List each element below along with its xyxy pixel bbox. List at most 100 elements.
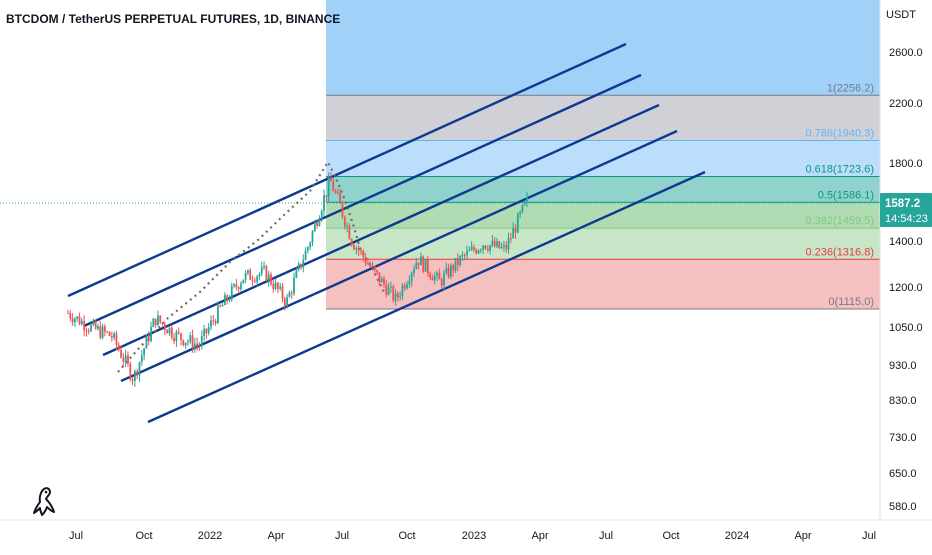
parallel-channel[interactable] <box>67 42 706 424</box>
candle-body <box>426 259 429 274</box>
candle-body <box>207 327 210 334</box>
candle-body <box>406 284 408 289</box>
candle-body <box>346 225 348 227</box>
candle-body <box>191 335 194 349</box>
channel-line[interactable] <box>120 129 678 383</box>
candle-body <box>396 293 399 298</box>
candle-body <box>267 274 270 281</box>
x-tick-label: Oct <box>398 530 415 542</box>
candle-body <box>90 324 92 332</box>
candle-body <box>475 250 478 254</box>
y-tick-label: 830.0 <box>889 395 917 407</box>
candle-body <box>117 344 120 350</box>
candle-body <box>163 324 166 331</box>
x-tick-label: 2022 <box>198 530 222 542</box>
candle-body <box>161 322 164 325</box>
candle-body <box>106 331 109 333</box>
candle-body <box>157 315 159 326</box>
candle-body <box>350 239 353 246</box>
candle-body <box>122 357 125 362</box>
candle-body <box>263 266 265 268</box>
candle-body <box>166 330 169 334</box>
candle-body <box>445 267 448 274</box>
candle-body <box>486 248 489 251</box>
x-tick-label: Apr <box>267 530 284 542</box>
candle-body <box>431 277 434 281</box>
tradingview-logo[interactable] <box>33 487 55 516</box>
candle-body <box>237 287 240 290</box>
channel-line[interactable] <box>102 103 660 357</box>
candle-body <box>175 331 178 342</box>
candle-body <box>383 278 385 285</box>
candle-body <box>378 272 381 283</box>
candle-body <box>371 265 374 267</box>
candle-body <box>71 318 74 323</box>
candle-body <box>249 270 252 280</box>
candle-body <box>173 337 176 342</box>
fib-level-label: 0.5(1586.1) <box>818 189 874 201</box>
candle-body <box>509 238 512 240</box>
candle-body <box>456 258 459 266</box>
candle-body <box>387 287 390 295</box>
candle-body <box>154 318 157 326</box>
channel-line[interactable] <box>83 73 642 328</box>
candle-body <box>159 315 162 323</box>
candle-body <box>251 279 254 281</box>
candle-body <box>336 192 339 194</box>
candle-body <box>120 349 122 358</box>
candle-body <box>184 342 187 346</box>
candle-body <box>507 238 510 250</box>
candle-body <box>309 242 312 248</box>
candle-body <box>152 318 155 327</box>
candle-body <box>366 263 369 265</box>
candle-body <box>290 292 293 294</box>
candle-body <box>143 348 146 356</box>
candle-body <box>482 245 485 250</box>
candle-body <box>438 272 441 280</box>
candle-body <box>514 228 517 233</box>
candle-body <box>461 254 464 257</box>
x-tick-label: Jul <box>335 530 349 542</box>
candle-body <box>373 265 376 270</box>
candle-body <box>479 249 482 251</box>
candle-body <box>131 379 134 381</box>
candle-body <box>316 222 319 226</box>
candle-body <box>401 285 404 297</box>
candle-body <box>399 296 402 298</box>
candle-body <box>473 246 475 251</box>
candle-body <box>94 321 97 329</box>
candle-body <box>332 181 335 192</box>
candle-body <box>295 270 298 278</box>
channel-line[interactable] <box>147 170 706 424</box>
y-tick-label: 2200.0 <box>889 98 923 110</box>
candle-body <box>145 335 148 349</box>
candle-body <box>297 263 300 271</box>
candle-body <box>76 316 79 319</box>
candle-body <box>247 270 249 274</box>
candle-body <box>108 331 111 336</box>
y-tick-label: 1400.0 <box>889 236 923 248</box>
candle-body <box>288 292 291 298</box>
fibonacci-zones <box>326 0 880 310</box>
candle-body <box>313 222 316 232</box>
fib-zone <box>326 140 880 177</box>
candle-body <box>74 318 76 323</box>
candle-body <box>526 196 528 203</box>
x-tick-label: Jul <box>69 530 83 542</box>
candle-body <box>187 341 189 343</box>
candle-body <box>138 362 141 376</box>
candlestick-series <box>67 171 528 387</box>
channel-line[interactable] <box>67 42 627 298</box>
candle-body <box>341 203 344 217</box>
candle-body <box>214 320 217 324</box>
candle-body <box>491 240 494 245</box>
y-tick-label: 930.0 <box>889 360 917 372</box>
candle-body <box>433 275 436 281</box>
candle-body <box>489 244 491 251</box>
trend-path <box>117 159 385 373</box>
candle-body <box>87 330 90 332</box>
candle-body <box>200 336 203 347</box>
fib-level-label: 0(1115.0) <box>829 296 874 308</box>
